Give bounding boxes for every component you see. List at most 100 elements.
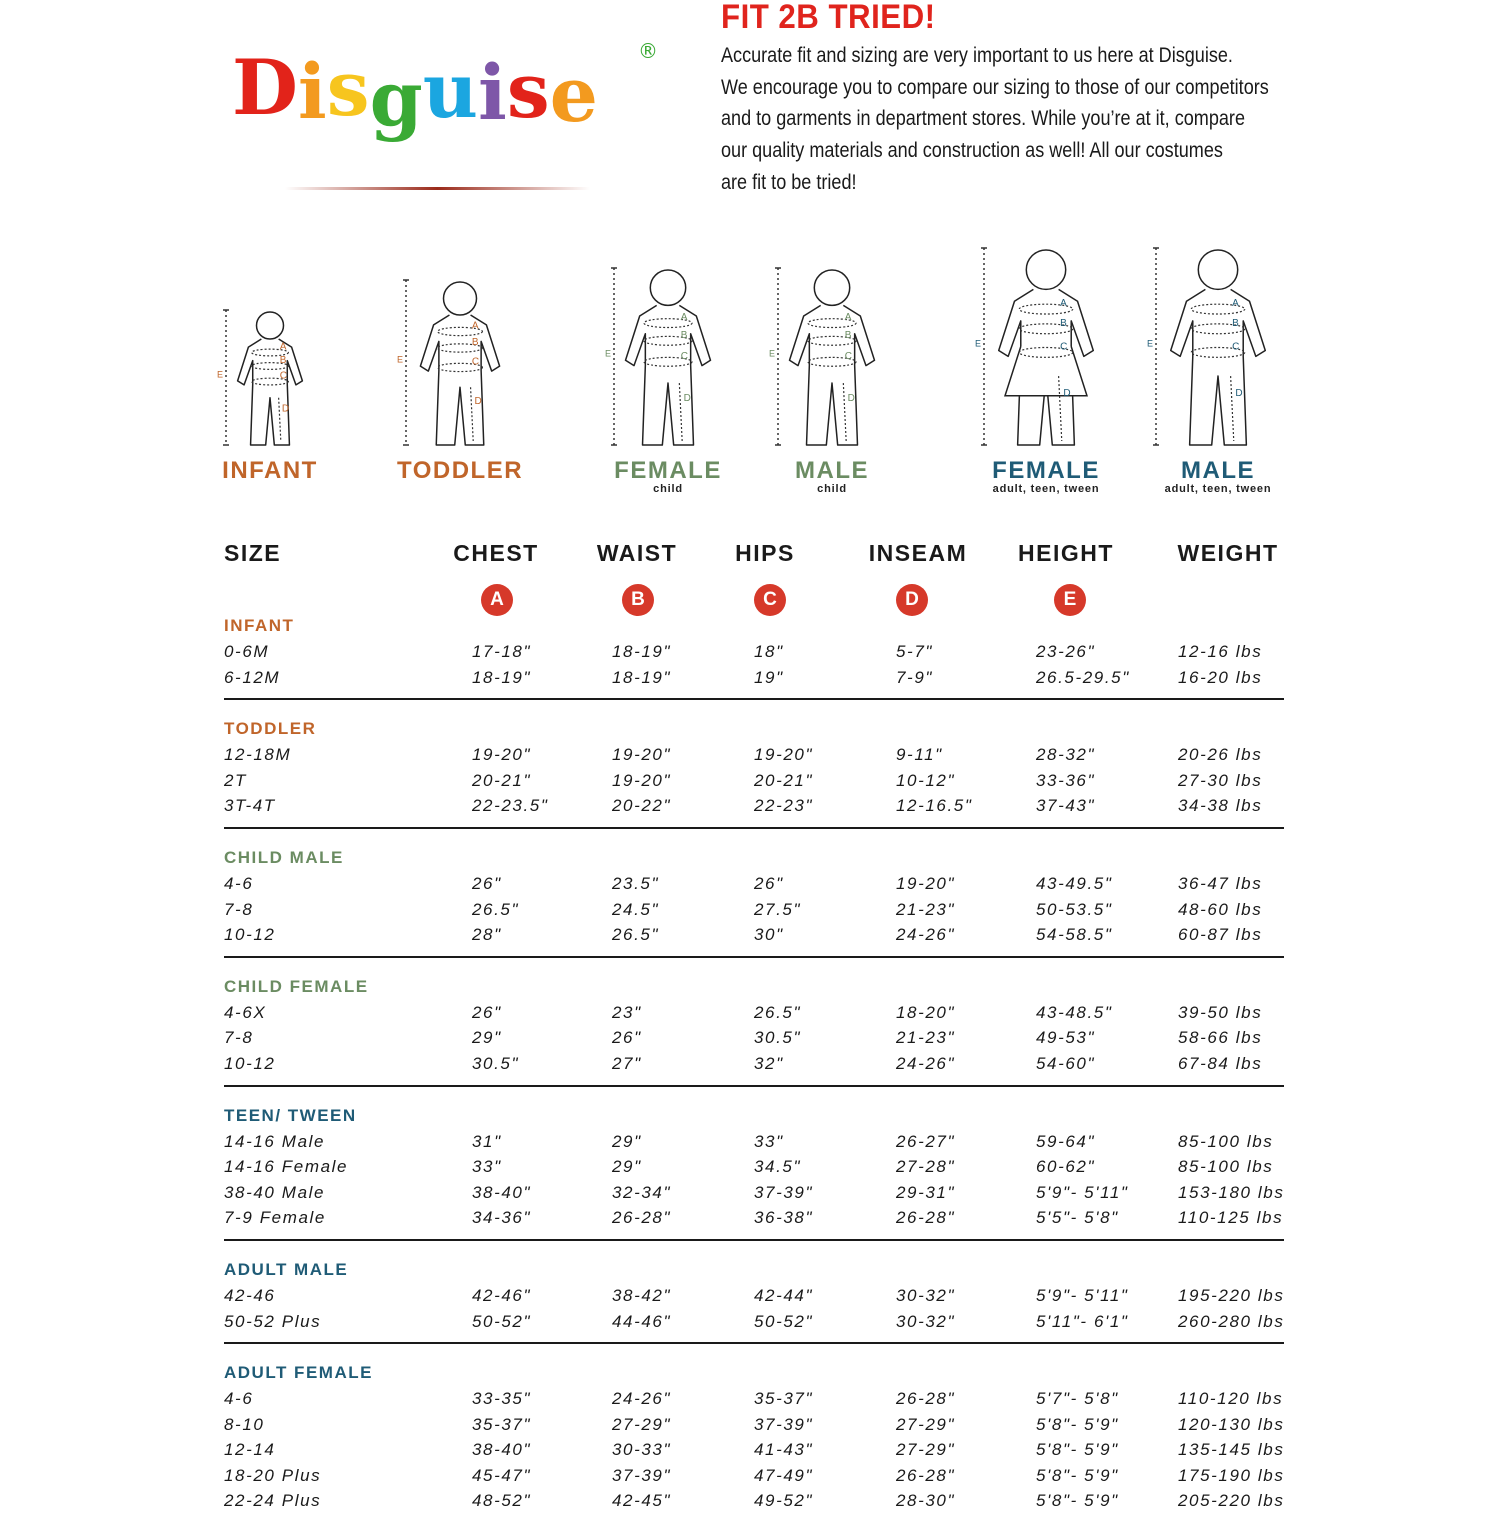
table-cell: 18-19"	[612, 667, 672, 687]
table-cell: 27-29"	[612, 1414, 672, 1434]
logo-letter: i	[478, 48, 507, 137]
table-cell: 31"	[472, 1131, 502, 1151]
table-cell: 50-52"	[472, 1311, 532, 1331]
table-cell: 32-34"	[612, 1182, 672, 1202]
table-cell: 110-120 lbs	[1178, 1389, 1284, 1409]
table-cell: 5'8"- 5'9"	[1036, 1440, 1119, 1460]
table-cell: 5'9"- 5'11"	[1036, 1285, 1129, 1305]
marker-e: E	[975, 339, 981, 349]
marker-d: D	[282, 403, 289, 414]
figure-label: MALE	[795, 457, 869, 484]
table-cell: 26"	[472, 873, 502, 893]
table-cell: 20-26 lbs	[1178, 745, 1263, 765]
table-row: 4-6X 26" 23" 26.5" 18-20" 43-48.5" 39-50 lbs	[224, 1000, 1284, 1026]
table-cell: 36-47 lbs	[1178, 873, 1263, 893]
intro-line: We encourage you to compare our sizing t…	[721, 75, 1269, 99]
figure-girl: E ABC D	[605, 267, 712, 446]
section-divider	[224, 1238, 1284, 1241]
table-cell: 30-32"	[896, 1285, 956, 1305]
table-cell: 7-9 Female	[224, 1208, 326, 1228]
table-cell: 19-20"	[612, 745, 672, 765]
registered-mark: ®	[638, 39, 658, 63]
table-cell: 10-12	[224, 925, 276, 945]
section-title: TODDLER	[224, 719, 317, 739]
marker-b: B	[845, 330, 852, 341]
column-header-waist: WAIST	[596, 540, 678, 566]
column-header-inseam: INSEAM	[868, 540, 968, 566]
marker-a: A	[1060, 298, 1067, 309]
figure-sublabel: adult, teen, tween	[992, 483, 1100, 495]
table-cell: 38-40 Male	[224, 1182, 326, 1202]
table-cell: 54-58.5"	[1036, 925, 1113, 945]
table-row: 38-40 Male 38-40" 32-34" 37-39" 29-31" 5'9"- …	[224, 1180, 1284, 1206]
table-row: 10-12 28" 26.5" 30" 24-26" 54-58.5" 60-87 lbs	[224, 922, 1284, 948]
table-cell: 260-280 lbs	[1178, 1311, 1285, 1331]
intro-line: and to garments in department stores. Wh…	[721, 107, 1245, 131]
figure-boy: E ABC D	[769, 267, 876, 446]
measurement-figures: E A B C D E A B C D E A B C D E A B C D E A B C D E A B C D INFANT TODD…	[0, 240, 1500, 510]
section-divider	[224, 1342, 1284, 1345]
table-cell: 35-37"	[754, 1389, 814, 1409]
table-cell: 20-21"	[472, 770, 532, 790]
table-row: 7-9 Female 34-36" 26-28" 36-38" 26-28" 5'5"- …	[224, 1205, 1284, 1231]
table-cell: 18-19"	[612, 642, 672, 661]
figure-infant: E ABC D	[217, 309, 304, 446]
table-cell: 4-6X	[224, 1002, 267, 1022]
table-cell: 205-220 lbs	[1178, 1491, 1285, 1511]
logo-wordmark: Disguise	[232, 43, 598, 143]
section-infant: INFANT 0-6M 17-18" 18-19" 18" 5-7" 23-26" 12-16…	[224, 613, 1284, 701]
figure-woman: E AB C D	[975, 247, 1095, 446]
marker-e: E	[217, 370, 223, 380]
section-title: CHILD FEMALE	[224, 976, 369, 996]
table-cell: 19-20"	[896, 873, 956, 893]
table-row: 12-14 38-40" 30-33" 41-43" 27-29" 5'8"- 5'9" 1…	[224, 1437, 1284, 1463]
column-header-chest: CHEST	[453, 540, 539, 566]
table-cell: 12-16.5"	[896, 796, 973, 816]
table-cell: 14-16 Female	[224, 1157, 349, 1177]
disguise-logo: Disguise ®	[228, 18, 668, 163]
marker-c: C	[280, 371, 287, 382]
table-cell: 30-32"	[896, 1311, 956, 1331]
table-cell: 22-23"	[754, 796, 814, 816]
table-cell: 33"	[472, 1157, 502, 1177]
table-cell: 30"	[754, 925, 784, 945]
table-cell: 5'11"- 6'1"	[1036, 1311, 1129, 1331]
marker-e: E	[397, 355, 403, 365]
table-cell: 33-35"	[472, 1389, 532, 1409]
figure-label: INFANT	[222, 457, 318, 484]
marker-b: B	[472, 337, 479, 348]
section-divider	[224, 698, 1284, 701]
table-cell: 37-39"	[754, 1182, 814, 1202]
table-cell: 48-60 lbs	[1178, 899, 1263, 919]
table-cell: 6-12M	[224, 667, 281, 687]
table-cell: 10-12"	[896, 770, 956, 790]
marker-b: B	[1060, 318, 1067, 329]
logo-letter: u	[423, 46, 478, 135]
column-header-weight: WEIGHT	[1177, 540, 1279, 566]
section-title: ADULT FEMALE	[224, 1363, 373, 1383]
section-child-male: CHILD MALE 4-6 26" 23.5" 26" 19-20" 43-49.5" 36…	[224, 845, 1284, 958]
table-cell: 20-21"	[754, 770, 814, 790]
figure-label: FEMALE	[614, 457, 722, 484]
table-cell: 26.5"	[472, 899, 520, 919]
column-header-height: HEIGHT	[1018, 540, 1114, 566]
table-cell: 8-10	[224, 1414, 265, 1434]
table-cell: 44-46"	[612, 1311, 672, 1331]
table-cell: 26.5"	[612, 925, 660, 945]
table-row: 18-20 Plus 45-47" 37-39" 47-49" 26-28" 5'8"- …	[224, 1463, 1284, 1489]
logo-letter: e	[550, 50, 598, 139]
table-cell: 45-47"	[472, 1465, 532, 1485]
section-toddler: TODDLER 12-18M 19-20" 19-20" 19-20" 9-11" 28-3…	[224, 716, 1284, 829]
marker-e: E	[1147, 339, 1153, 349]
table-row: 14-16 Male 31" 29" 33" 26-27" 59-64" 85-100 lb…	[224, 1129, 1284, 1155]
section-child-female: CHILD FEMALE 4-6X 26" 23" 26.5" 18-20" 43-48.5…	[224, 974, 1284, 1087]
section-adult-male: ADULT MALE 42-46 42-46" 38-42" 42-44" 30-32" 5…	[224, 1257, 1285, 1345]
table-row: 4-6 33-35" 24-26" 35-37" 26-28" 5'7"- 5'8" 110…	[224, 1386, 1284, 1412]
table-cell: 37-43"	[1036, 796, 1096, 816]
logo-letter: i	[298, 47, 327, 136]
table-cell: 67-84 lbs	[1178, 1053, 1263, 1073]
table-cell: 120-130 lbs	[1178, 1414, 1285, 1434]
figure-label: FEMALE	[992, 457, 1100, 484]
table-cell: 4-6	[224, 1389, 254, 1409]
table-row: 12-18M 19-20" 19-20" 19-20" 9-11" 28-32" 20-26…	[224, 742, 1284, 768]
